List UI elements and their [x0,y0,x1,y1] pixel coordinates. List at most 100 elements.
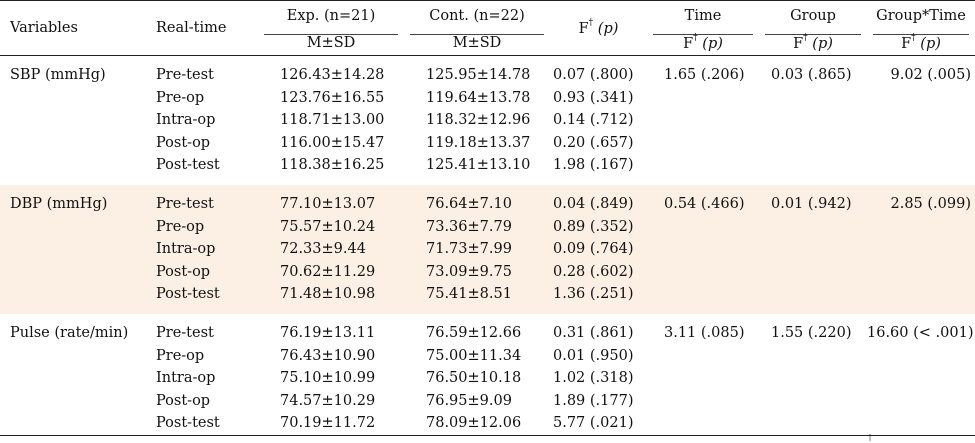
time-effect: 3.11 (.085) [664,324,745,341]
f-value: 1.02 (.318) [553,370,634,387]
variable-name: SBP (mmHg) [10,67,106,83]
realtime-label: Post-test [156,157,220,174]
realtime-label: Intra-op [156,370,216,387]
f-cell: 0.07 (.800) 0.93 (.341) 0.14 (.712) 0.20 (.… [550,56,647,185]
variable-group: SBP (mmHg) Pre-test Pre-op Intra-op Post-op P… [0,56,975,185]
group-effect-cell: 1.55 (.220) [759,314,867,443]
exp-value: 116.00±15.47 [280,134,385,151]
group-effect-cell: 0.03 (.865) [759,56,867,185]
realtime-label: Intra-op [156,241,216,258]
realtime-label: Pre-test [156,195,214,212]
cont-value: 76.64±7.10 [426,195,512,212]
f-value: 0.20 (.657) [553,134,634,151]
realtime-cell: Pre-test Pre-op Intra-op Post-op Post-test [148,56,258,185]
exp-value: 70.62±11.29 [280,263,376,280]
variable-cell: Pulse (rate/min) [0,314,148,443]
f-value: 0.04 (.849) [553,195,634,212]
realtime-label: Pre-test [156,67,214,83]
cont-value: 78.09±12.06 [426,415,522,432]
f-value: 1.89 (.177) [553,392,634,409]
group-effect-cell: 0.01 (.942) [759,185,867,314]
f-value: 1.98 (.167) [553,157,634,174]
exp-value: 74.57±10.29 [280,392,376,409]
realtime-label: Pre-op [156,89,205,106]
exp-cell: 126.43±14.28 123.76±16.55 118.71±13.00 116.… [258,56,404,185]
f-value: 5.77 (.021) [553,415,634,432]
exp-value: 118.38±16.25 [280,157,385,174]
f-value: 0.28 (.602) [553,263,634,280]
interaction-cell: 2.85 (.099) [867,185,975,314]
realtime-label: Intra-op [156,112,216,129]
cont-cell: 125.95±14.78 119.64±13.78 118.32±12.96 119.… [404,56,550,185]
f-value: 1.36 (.251) [553,286,634,303]
f-value: 0.09 (.764) [553,241,634,258]
cont-value: 118.32±12.96 [426,112,531,129]
f-value: 0.93 (.341) [553,89,634,106]
exp-value: 70.19±11.72 [280,415,376,432]
exp-cell: 76.19±13.11 76.43±10.90 75.10±10.99 74.57±1… [258,314,404,443]
header-f-p: F† (p) [578,17,619,37]
header-exp: Exp. (n=21) [286,7,376,24]
cont-value: 73.36±7.79 [426,218,512,235]
variable-name: DBP (mmHg) [10,195,108,212]
realtime-label: Pre-test [156,324,214,341]
header-groupxtime: Group*Time [876,7,966,24]
cont-value: 76.95±9.09 [426,392,512,409]
interaction-cell: 16.60 (< .001) [867,314,975,443]
group-f-p: F† (p) [765,33,861,51]
exp-value: 76.43±10.90 [280,347,376,364]
f-value: 0.07 (.800) [553,67,634,83]
exp-value: 123.76±16.55 [280,89,385,106]
time-effect: 1.65 (.206) [664,67,745,83]
realtime-label: Pre-op [156,347,205,364]
groupxtime-f-p: F† (p) [873,33,969,51]
interaction-effect: 9.02 (.005) [890,67,972,83]
exp-value: 75.57±10.24 [280,218,376,235]
cont-value: 76.59±12.66 [426,324,522,341]
realtime-label: Post-test [156,415,220,432]
exp-value: 77.10±13.07 [280,195,376,212]
exp-value: 126.43±14.28 [280,67,385,83]
cont-value: 119.64±13.78 [426,89,531,106]
realtime-label: Post-op [156,134,211,151]
exp-value: 75.10±10.99 [280,370,376,387]
cont-value: 75.00±11.34 [426,347,522,364]
interaction-effect: 2.85 (.099) [890,195,972,212]
interaction-effect: 16.60 (< .001) [867,324,974,341]
f-cell: 0.04 (.849) 0.89 (.352) 0.09 (.764) 0.28 (.… [550,185,647,314]
time-effect: 0.54 (.466) [664,195,745,212]
header-group: Group [790,7,836,24]
variable-group: DBP (mmHg) Pre-test Pre-op Intra-op Post-op P… [0,184,975,314]
header-cont: Cont. (n=22) [429,7,525,24]
realtime-label: Post-test [156,286,220,303]
cont-cell: 76.59±12.66 75.00±11.34 76.50±10.18 76.95±9… [404,314,550,443]
realtime-cell: Pre-test Pre-op Intra-op Post-op Post-test [148,314,258,443]
interaction-cell: 9.02 (.005) [867,56,975,185]
f-cell: 0.31 (.861) 0.01 (.950) 1.02 (.318) 1.89 (.… [550,314,647,443]
exp-msd: M±SD [264,34,398,51]
variable-group: Pulse (rate/min) Pre-test Pre-op Intra-op Po… [0,314,975,443]
footnote-mark: † [868,433,872,442]
exp-cell: 77.10±13.07 75.57±10.24 72.33±9.44 70.62±11… [258,185,404,314]
cont-value: 71.73±7.99 [426,241,512,258]
realtime-cell: Pre-test Pre-op Intra-op Post-op Post-test [148,185,258,314]
f-value: 0.89 (.352) [553,218,634,235]
header-variables: Variables [10,20,78,36]
cont-cell: 76.64±7.10 73.36±7.79 71.73±7.99 73.09±9.75… [404,185,550,314]
realtime-label: Pre-op [156,218,205,235]
exp-value: 76.19±13.11 [280,324,376,341]
group-effect: 0.01 (.942) [771,195,852,212]
cont-value: 119.18±13.37 [426,134,531,151]
group-effect: 1.55 (.220) [771,324,852,341]
variable-cell: SBP (mmHg) [0,56,148,185]
f-value: 0.01 (.950) [553,347,634,364]
cont-value: 125.95±14.78 [426,67,531,83]
realtime-label: Post-op [156,392,211,409]
header-realtime: Real-time [156,20,227,36]
f-value: 0.14 (.712) [553,112,634,129]
cont-value: 75.41±8.51 [426,286,512,303]
exp-value: 118.71±13.00 [280,112,385,129]
cont-msd: M±SD [410,34,544,51]
f-value: 0.31 (.861) [553,324,634,341]
